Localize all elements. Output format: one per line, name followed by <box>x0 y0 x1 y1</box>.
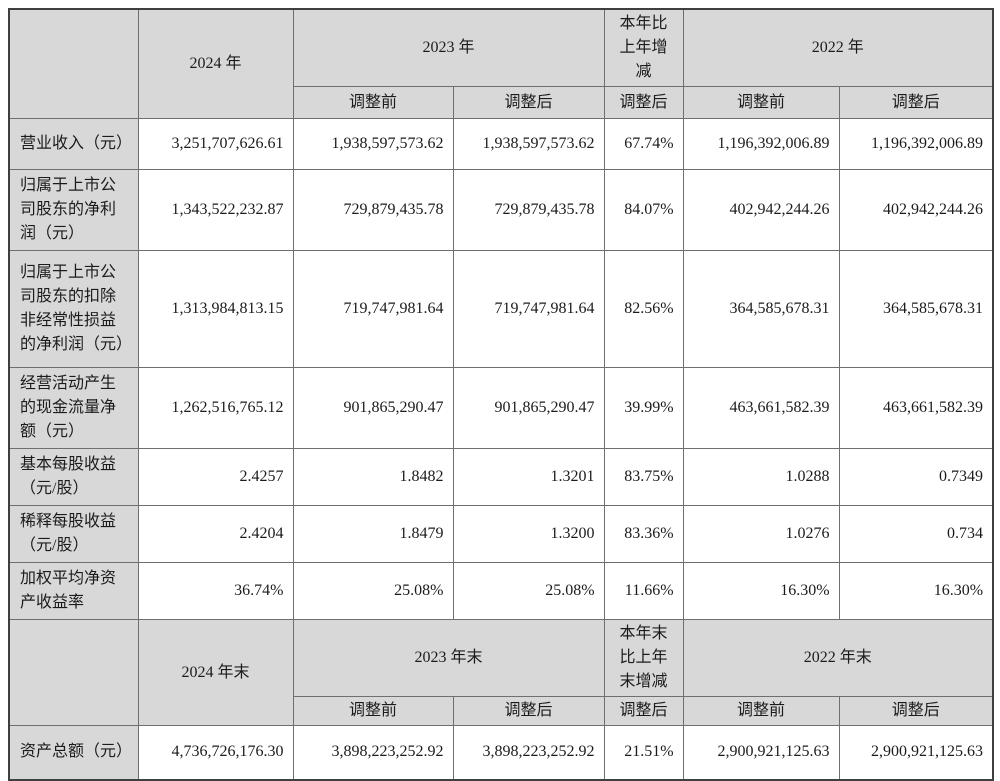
header-row-adjust-2: 调整前 调整后 调整后 调整前 调整后 <box>9 696 994 726</box>
table-cell: 364,585,678.31 <box>838 250 994 368</box>
table-cell: 2.4204 <box>137 505 294 563</box>
row-label-cell: 基本每股收益（元/股） <box>8 448 139 506</box>
table-cell: 36.74% <box>137 562 294 620</box>
header-yoy-change: 本年比上年增减 <box>603 8 684 87</box>
table-cell: 84.07% <box>603 169 684 251</box>
table-cell: 1.0288 <box>682 448 840 506</box>
table-cell: 2,900,921,125.63 <box>838 725 994 780</box>
table-row-revenue: 营业收入（元） 3,251,707,626.61 1,938,597,573.6… <box>8 118 994 170</box>
table-cell: 16.30% <box>838 562 994 620</box>
subheader-2023-after: 调整后 <box>452 86 605 119</box>
financial-summary-table: 2024 年 2023 年 本年比上年增减 2022 年 调整前 调整后 调整后… <box>8 8 995 781</box>
row-label-cell: 稀释每股收益（元/股） <box>8 505 139 563</box>
corner-cell-2 <box>8 619 139 726</box>
table-cell: 4,736,726,176.30 <box>137 725 294 780</box>
table-cell: 16.30% <box>682 562 840 620</box>
row-label-cell: 经营活动产生的现金流量净额（元） <box>8 367 139 449</box>
header-row-yearend: 2024 年末 2023 年末 本年末比上年末增减 2022 年末 <box>8 619 994 726</box>
table-row-total-assets: 资产总额（元） 4,736,726,176.30 3,898,223,252.9… <box>8 725 994 780</box>
table-cell: 719,747,981.64 <box>452 250 605 368</box>
header-2023-end: 2023 年末 <box>292 619 605 697</box>
table-cell: 25.08% <box>292 562 454 620</box>
subheader-2023end-before: 调整前 <box>292 696 454 726</box>
header-2023: 2023 年 <box>292 8 605 87</box>
table-cell: 1,313,984,813.15 <box>137 250 294 368</box>
table-cell: 1,938,597,573.62 <box>292 118 454 170</box>
table-cell: 39.99% <box>603 367 684 449</box>
table-cell: 21.51% <box>603 725 684 780</box>
table-cell: 1.8479 <box>292 505 454 563</box>
table-cell: 364,585,678.31 <box>682 250 840 368</box>
table-cell: 729,879,435.78 <box>292 169 454 251</box>
table-cell: 0.7349 <box>838 448 994 506</box>
table-cell: 1.8482 <box>292 448 454 506</box>
subheader-2023-before: 调整前 <box>292 86 454 119</box>
corner-cell <box>8 8 139 119</box>
subheader-2022end-after: 调整后 <box>838 696 994 726</box>
table-cell: 463,661,582.39 <box>838 367 994 449</box>
header-row-years: 2024 年 2023 年 本年比上年增减 2022 年 <box>8 8 994 119</box>
row-label-cell: 营业收入（元） <box>8 118 139 170</box>
table-cell: 67.74% <box>603 118 684 170</box>
table-cell: 729,879,435.78 <box>452 169 605 251</box>
subheader-endchange-after: 调整后 <box>603 696 684 726</box>
header-yearend-change: 本年末比上年末增减 <box>603 619 684 697</box>
table-cell: 402,942,244.26 <box>682 169 840 251</box>
table-cell: 83.36% <box>603 505 684 563</box>
table-row-basic-eps: 基本每股收益（元/股） 2.4257 1.8482 1.3201 83.75% … <box>8 448 994 506</box>
table-cell: 1,196,392,006.89 <box>682 118 840 170</box>
table-row-diluted-eps: 稀释每股收益（元/股） 2.4204 1.8479 1.3200 83.36% … <box>8 505 994 563</box>
table-cell: 82.56% <box>603 250 684 368</box>
table-cell: 463,661,582.39 <box>682 367 840 449</box>
table-cell: 1.3200 <box>452 505 605 563</box>
table-cell: 402,942,244.26 <box>838 169 994 251</box>
table-row-operating-cash-flow: 经营活动产生的现金流量净额（元） 1,262,516,765.12 901,86… <box>8 367 994 449</box>
row-label-cell: 加权平均净资产收益率 <box>8 562 139 620</box>
subheader-change-after: 调整后 <box>603 86 684 119</box>
table-cell: 901,865,290.47 <box>452 367 605 449</box>
table-cell: 2.4257 <box>137 448 294 506</box>
table-cell: 1.0276 <box>682 505 840 563</box>
subheader-2023end-after: 调整后 <box>452 696 605 726</box>
table-cell: 83.75% <box>603 448 684 506</box>
header-2022-end: 2022 年末 <box>682 619 994 697</box>
table-cell: 1,196,392,006.89 <box>838 118 994 170</box>
table-cell: 1,343,522,232.87 <box>137 169 294 251</box>
table-cell: 901,865,290.47 <box>292 367 454 449</box>
row-label-cell: 资产总额（元） <box>8 725 139 780</box>
header-2024: 2024 年 <box>137 8 294 119</box>
table-cell: 3,898,223,252.92 <box>452 725 605 780</box>
row-label-cell: 归属于上市公司股东的扣除非经常性损益的净利润（元） <box>8 250 139 368</box>
table-cell: 719,747,981.64 <box>292 250 454 368</box>
table-cell: 25.08% <box>452 562 605 620</box>
header-2022: 2022 年 <box>682 8 994 87</box>
table-cell: 1.3201 <box>452 448 605 506</box>
report-page: 2024 年 2023 年 本年比上年增减 2022 年 调整前 调整后 调整后… <box>8 8 995 781</box>
header-2024-end: 2024 年末 <box>137 619 294 726</box>
table-cell: 1,938,597,573.62 <box>452 118 605 170</box>
subheader-2022end-before: 调整前 <box>682 696 840 726</box>
table-cell: 2,900,921,125.63 <box>682 725 840 780</box>
table-cell: 11.66% <box>603 562 684 620</box>
table-row-net-profit: 归属于上市公司股东的净利润（元） 1,343,522,232.87 729,87… <box>8 169 994 251</box>
table-cell: 3,251,707,626.61 <box>137 118 294 170</box>
table-row-net-profit-excl-nonrecurring: 归属于上市公司股东的扣除非经常性损益的净利润（元） 1,313,984,813.… <box>8 250 994 368</box>
subheader-2022-after: 调整后 <box>838 86 994 119</box>
table-cell: 3,898,223,252.92 <box>292 725 454 780</box>
table-cell: 0.734 <box>838 505 994 563</box>
table-cell: 1,262,516,765.12 <box>137 367 294 449</box>
subheader-2022-before: 调整前 <box>682 86 840 119</box>
row-label-cell: 归属于上市公司股东的净利润（元） <box>8 169 139 251</box>
table-row-weighted-avg-roe: 加权平均净资产收益率 36.74% 25.08% 25.08% 11.66% 1… <box>8 562 994 620</box>
header-row-adjust: 调整前 调整后 调整后 调整前 调整后 <box>9 86 994 119</box>
